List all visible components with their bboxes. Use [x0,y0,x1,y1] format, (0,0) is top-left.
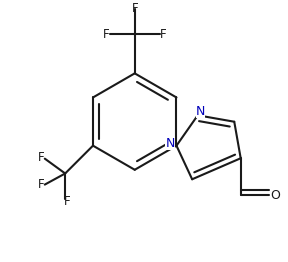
Text: N: N [196,105,205,118]
Text: F: F [64,195,70,208]
Text: F: F [160,28,167,41]
Text: F: F [38,151,44,164]
Text: F: F [38,178,44,191]
Text: N: N [165,137,175,150]
Text: F: F [103,28,109,41]
Text: F: F [131,2,138,15]
Text: O: O [270,189,280,202]
